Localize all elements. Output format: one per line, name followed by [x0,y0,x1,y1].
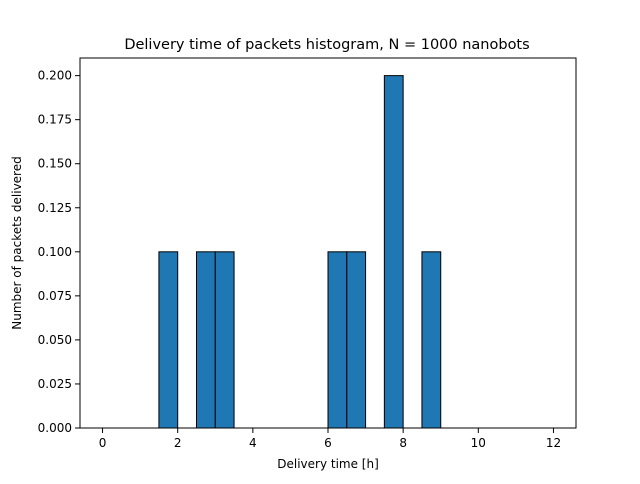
y-tick-label: 0.150 [38,157,72,171]
y-tick-label: 0.200 [38,69,72,83]
x-tick-label: 2 [174,436,182,450]
y-tick-label: 0.125 [38,201,72,215]
x-tick-label: 0 [99,436,107,450]
x-tick-label: 10 [471,436,486,450]
x-tick-label: 12 [546,436,561,450]
histogram-bar [383,75,404,429]
y-axis-ticks: 0.000 0.025 0.050 0.075 0.100 0.125 0.150 0.175… [38,69,80,435]
x-tick-label: 4 [249,436,257,450]
y-tick-label: 0.075 [38,289,72,303]
y-tick-label: 0.025 [38,377,72,391]
x-tick-label: 6 [324,436,332,450]
histogram-bar [158,251,179,429]
x-tick-label: 8 [399,436,407,450]
histogram-bar [421,251,442,429]
y-axis-label: Number of packets delivered [10,156,24,329]
y-tick-label: 0.175 [38,113,72,127]
histogram-bar [327,251,348,429]
y-tick-label: 0.050 [38,333,72,347]
y-tick-label: 0.000 [38,421,72,435]
histogram-bar [346,251,367,429]
y-tick-label: 0.100 [38,245,72,259]
chart-title: Delivery time of packets histogram, N = … [124,37,529,53]
x-axis-label: Delivery time [h] [277,457,379,471]
plot-frame [79,57,577,429]
x-axis-ticks: 0 2 4 6 8 10 12 [99,428,561,450]
bars-group [158,75,442,429]
histogram-bar [195,251,216,429]
histogram-bar [214,251,235,429]
